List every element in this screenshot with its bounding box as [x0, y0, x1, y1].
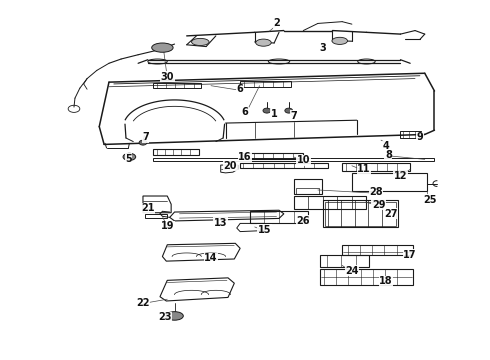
Ellipse shape — [332, 37, 347, 44]
Ellipse shape — [256, 39, 271, 46]
Text: 18: 18 — [379, 276, 392, 287]
Ellipse shape — [285, 108, 293, 113]
Text: 14: 14 — [204, 253, 218, 263]
Text: 8: 8 — [385, 150, 392, 160]
Text: 2: 2 — [273, 18, 280, 28]
Text: 6: 6 — [237, 84, 244, 94]
Text: 16: 16 — [238, 152, 252, 162]
Ellipse shape — [166, 312, 183, 320]
Ellipse shape — [192, 39, 209, 45]
Text: 20: 20 — [223, 161, 237, 171]
Text: 30: 30 — [161, 72, 174, 82]
Text: 29: 29 — [372, 200, 385, 210]
Text: 7: 7 — [290, 111, 297, 121]
Text: 24: 24 — [345, 266, 359, 276]
Text: 21: 21 — [141, 203, 154, 213]
Ellipse shape — [152, 43, 173, 52]
Ellipse shape — [263, 108, 271, 113]
Text: 6: 6 — [242, 107, 248, 117]
Ellipse shape — [123, 153, 136, 161]
Text: 7: 7 — [142, 132, 149, 142]
Text: 9: 9 — [416, 132, 423, 142]
Ellipse shape — [139, 140, 147, 145]
Text: 15: 15 — [258, 225, 271, 235]
Text: 11: 11 — [357, 164, 371, 174]
Text: 26: 26 — [296, 216, 310, 226]
Text: 10: 10 — [296, 156, 310, 166]
Text: 27: 27 — [384, 209, 397, 219]
Text: 3: 3 — [319, 43, 326, 53]
Text: 1: 1 — [271, 109, 277, 119]
Text: 4: 4 — [383, 141, 389, 151]
Text: 17: 17 — [403, 250, 417, 260]
Text: 12: 12 — [394, 171, 407, 181]
Text: 19: 19 — [161, 221, 174, 231]
Text: 22: 22 — [136, 298, 150, 308]
Text: 28: 28 — [369, 188, 383, 197]
Text: 23: 23 — [158, 312, 172, 322]
Text: 25: 25 — [423, 194, 437, 204]
Text: 5: 5 — [125, 154, 132, 164]
Text: 13: 13 — [214, 218, 227, 228]
